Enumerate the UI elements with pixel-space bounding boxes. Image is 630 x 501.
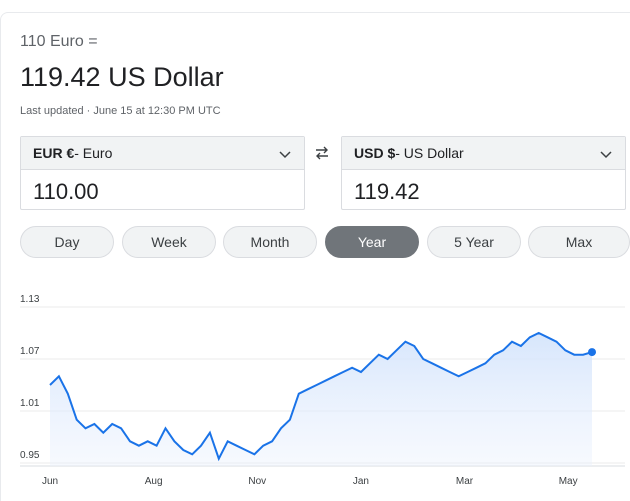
conversion-result-text: 119.42 US Dollar [20,62,224,92]
range-button-5-year[interactable]: 5 Year [427,226,521,258]
from-amount-input[interactable] [21,170,304,210]
y-tick-label: 1.01 [20,398,40,409]
from-currency-box: EUR € - Euro [20,136,305,210]
x-tick-label: Jun [42,476,58,487]
y-tick-label: 1.07 [20,346,40,357]
range-button-day[interactable]: Day [20,226,114,258]
to-currency-name: - US Dollar [395,145,464,161]
y-tick-label: 1.13 [20,294,40,305]
x-tick-label: Mar [456,476,474,487]
x-tick-label: Jan [353,476,369,487]
chevron-down-icon [600,151,612,159]
x-tick-label: May [559,476,578,487]
range-button-max[interactable]: Max [528,226,630,258]
from-currency-name: - Euro [74,145,113,161]
currency-converter-card [0,12,630,501]
from-currency-code: EUR € [33,145,75,161]
y-tick-label: 0.95 [20,450,40,461]
conversion-from-text: 110 Euro = [20,33,98,50]
chevron-down-icon [279,151,291,159]
swap-arrows-icon[interactable] [314,146,330,160]
range-button-month[interactable]: Month [223,226,317,258]
last-updated-text: Last updated · June 15 at 12:30 PM UTC [20,105,221,117]
current-value-marker [588,348,596,357]
exchange-rate-chart-svg: 1.13 1.07 1.01 0.95 Jun Aug Nov Jan Mar May [20,294,625,487]
chart-area-fill [50,333,592,466]
from-currency-select[interactable]: EUR € - Euro [21,137,304,170]
range-button-week[interactable]: Week [122,226,216,258]
to-amount-input[interactable] [342,170,625,210]
exchange-rate-chart[interactable]: 1.13 1.07 1.01 0.95 Jun Aug Nov Jan Mar May [0,285,630,501]
x-tick-label: Nov [248,476,266,487]
to-currency-box: USD $ - US Dollar [341,136,626,210]
chart-series-line [49,331,593,462]
range-button-year[interactable]: Year [325,226,419,258]
to-currency-select[interactable]: USD $ - US Dollar [342,137,625,170]
time-range-selector: Day Week Month Year 5 Year Max [20,226,630,258]
to-currency-code: USD $ [354,145,396,161]
x-tick-label: Aug [145,476,163,487]
